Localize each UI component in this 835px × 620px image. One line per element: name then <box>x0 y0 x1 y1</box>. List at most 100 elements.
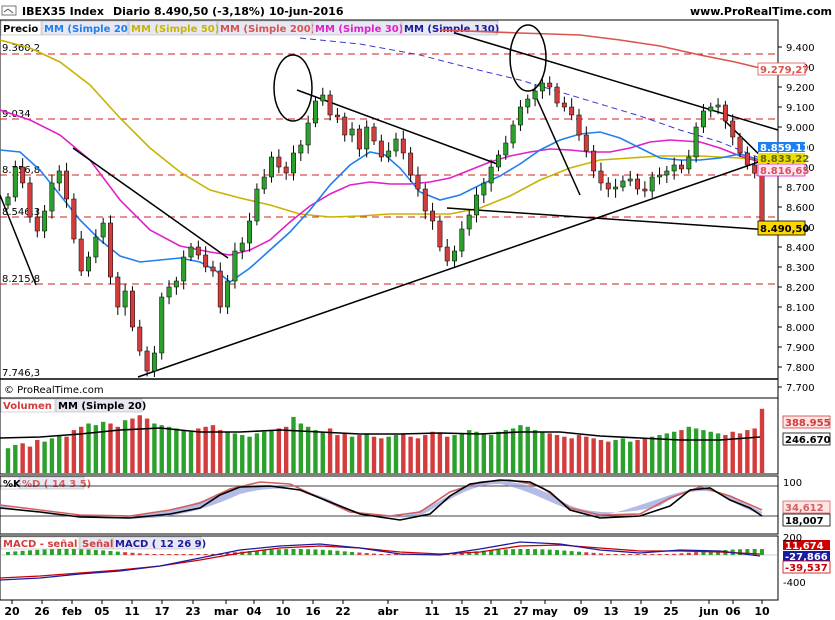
candle-body <box>313 100 318 124</box>
volume-bar <box>664 433 670 473</box>
candle-body <box>737 136 743 154</box>
macd-histogram <box>6 549 764 555</box>
volume-bar <box>93 425 99 473</box>
candle-body <box>525 98 531 108</box>
candle-body <box>386 150 392 158</box>
volume-bar <box>108 423 113 473</box>
last-price-value: 8.490,50 <box>760 224 809 235</box>
macd-hist-bar <box>328 550 333 555</box>
macd-hist-bar <box>284 549 289 555</box>
candle-body <box>657 174 662 178</box>
macd-hist-bar <box>540 549 545 555</box>
macd-hist-bar <box>745 549 750 555</box>
macd-hist-bar <box>642 554 647 555</box>
price-axis: 9.4009.3009.2009.1009.0008.9008.8008.700… <box>778 43 815 394</box>
volume-bar <box>540 431 545 473</box>
volume-bar <box>5 448 11 473</box>
candle-body <box>42 210 48 232</box>
price-tick-label: 9.200 <box>786 83 815 94</box>
volume-bar <box>225 431 230 473</box>
price-tick-label: 7.800 <box>786 363 815 374</box>
ma20-value: 8.859,11 <box>760 143 809 154</box>
macd-hist-bar <box>174 554 179 555</box>
chart-date: 10-jun-2016 <box>269 5 344 18</box>
legend-ma20: MM (Simple 20) <box>44 24 132 35</box>
price-tick-label: 8.600 <box>786 203 815 214</box>
candle-body <box>181 256 187 282</box>
volume-bar <box>466 430 472 473</box>
macd-hist-bar <box>350 551 355 555</box>
macd-hist-bar <box>210 553 215 555</box>
brand-url[interactable]: www.ProRealTime.com <box>690 5 832 18</box>
candle-body <box>598 170 604 184</box>
moving-averages <box>0 29 761 283</box>
x-tick-label: 11 <box>424 605 439 618</box>
macd-hist-bar <box>372 553 377 555</box>
volume-bar <box>415 438 421 473</box>
macd-hist-bar <box>518 549 523 555</box>
x-tick-label: 10 <box>754 605 770 618</box>
macd-hist-bar <box>269 549 274 555</box>
volume-bar <box>305 426 311 473</box>
instrument-name: IBEX35 Index <box>22 5 104 18</box>
macd-hist-bar <box>6 552 10 555</box>
candle-body <box>708 106 714 112</box>
macd-hist-bar <box>247 551 252 555</box>
price-tick-label: 8.100 <box>786 303 815 314</box>
candle-body <box>261 176 267 190</box>
volume-bar <box>657 435 662 473</box>
macd-hist-bar <box>657 554 662 555</box>
candle-body <box>430 210 436 222</box>
volume-bar <box>525 426 530 473</box>
macd-hist-bar <box>13 551 18 555</box>
volume-bar <box>613 440 618 473</box>
volume-bar <box>474 431 479 473</box>
volume-bar <box>606 441 611 473</box>
macd-hist-bar <box>481 550 486 555</box>
macd-hist-bar <box>576 551 581 555</box>
volume-bar <box>349 436 355 473</box>
macd-hist-bar <box>225 552 230 555</box>
price-tick-label: 8.700 <box>786 183 815 194</box>
volume-bar <box>283 426 289 473</box>
ma200-value: 9.279,27 <box>760 65 809 76</box>
macd-hist-bar <box>598 553 603 555</box>
candle-body <box>232 250 238 282</box>
volume-bar <box>42 441 47 473</box>
macd-hist-bar <box>584 552 589 555</box>
x-tick-label: 21 <box>483 605 498 618</box>
x-tick-label: 22 <box>335 605 350 618</box>
macd-hist-bar <box>613 554 618 555</box>
candle-body <box>561 102 567 108</box>
candle-body <box>334 114 340 118</box>
candle-body <box>400 138 406 154</box>
candle-body <box>291 152 296 174</box>
ma50-line <box>0 39 761 218</box>
candle-body <box>225 280 231 308</box>
volume-bar <box>554 435 560 473</box>
price-panel <box>0 19 779 399</box>
candle-body <box>635 178 641 190</box>
volume-bar <box>379 438 384 473</box>
volume-bar <box>342 433 347 473</box>
candle-body <box>620 180 626 188</box>
candle-body <box>305 122 311 146</box>
chart-type-icon[interactable] <box>1 5 17 16</box>
candle-body <box>496 154 501 168</box>
legend-stoch-k: %K <box>3 479 22 490</box>
volume-bar <box>262 431 267 473</box>
macd-hist-bar <box>452 553 457 555</box>
candle-body <box>459 228 465 252</box>
macd-hist-bar <box>379 554 384 555</box>
volume-bar <box>649 436 655 473</box>
volume-bar <box>320 431 325 473</box>
volume-bar <box>503 430 508 473</box>
candle-body <box>642 188 648 192</box>
macd-hist-value: -39,537 <box>785 563 828 574</box>
macd-legend: MACD - señal Señal MACD ( 12 26 9) <box>0 536 206 550</box>
candle-body <box>679 164 684 170</box>
stoch-k-value: 18,007 <box>785 516 824 527</box>
x-tick-label: 16 <box>305 605 321 618</box>
volume-bar <box>64 436 69 473</box>
macd-hist-bar <box>108 550 113 555</box>
